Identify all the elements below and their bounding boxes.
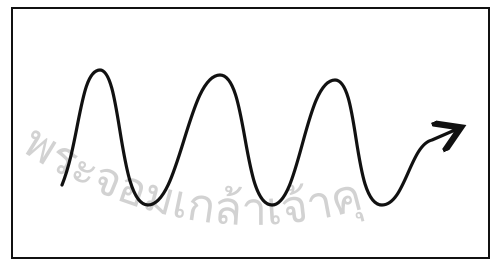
diagram: พระจอมเกล้าเจ้าคุ bbox=[0, 0, 498, 262]
watermark: พระจอมเกล้าเจ้าคุ bbox=[14, 114, 368, 236]
watermark-text: พระจอมเกล้าเจ้าคุ bbox=[14, 114, 368, 236]
page: พระจอมเกล้าเจ้าคุ (() => { const data = … bbox=[0, 0, 498, 262]
